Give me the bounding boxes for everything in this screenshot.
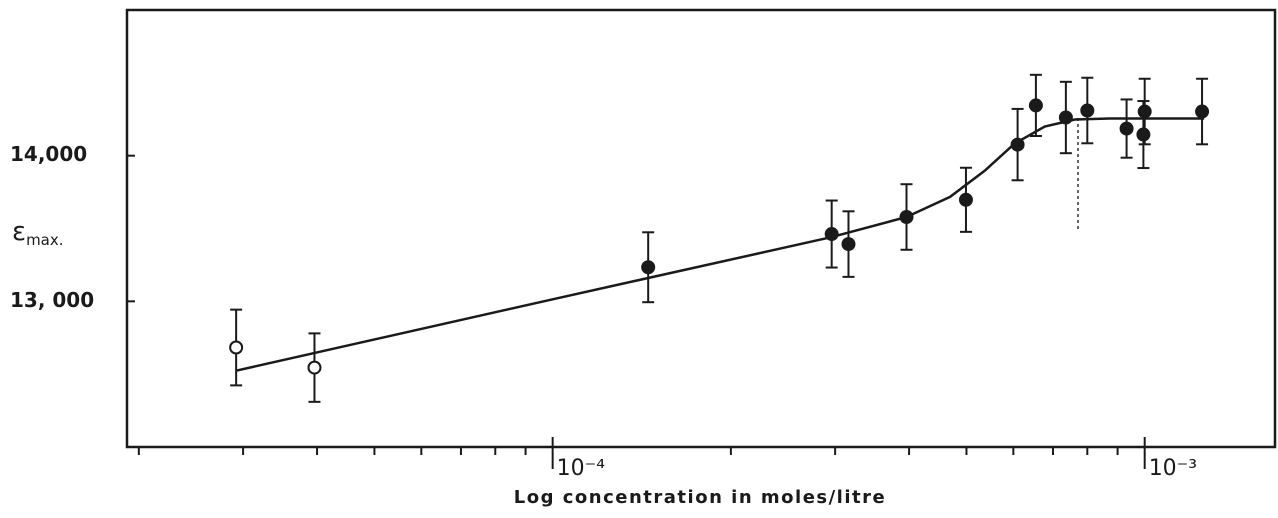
x-tick-label: 10⁻⁴ <box>557 456 606 481</box>
x-axis-label: Log concentration in moles/litre <box>514 487 886 508</box>
data-point <box>1028 98 1043 113</box>
y-label-subscript: max. <box>26 231 63 249</box>
data-point <box>1119 121 1134 136</box>
data-point <box>1010 137 1025 152</box>
y-label-symbol: ε <box>12 217 26 247</box>
data-point <box>1136 127 1151 142</box>
y-tick-label: 14,000 <box>10 142 87 166</box>
data-point <box>1137 104 1152 119</box>
data-point <box>1080 103 1095 118</box>
y-tick-label: 13, 000 <box>10 288 94 312</box>
data-point <box>824 227 839 242</box>
data-point <box>229 340 244 355</box>
data-point <box>1195 104 1210 119</box>
y-axis-label: εmax. <box>12 217 64 249</box>
fit-curve <box>235 117 1205 372</box>
data-point <box>841 237 856 252</box>
data-point <box>1058 110 1073 125</box>
data-point <box>958 192 973 207</box>
data-point <box>307 360 322 375</box>
x-tick-label: 10⁻³ <box>1149 456 1197 481</box>
data-point <box>641 260 656 275</box>
plot-frame <box>125 8 1277 449</box>
data-point <box>899 209 914 224</box>
